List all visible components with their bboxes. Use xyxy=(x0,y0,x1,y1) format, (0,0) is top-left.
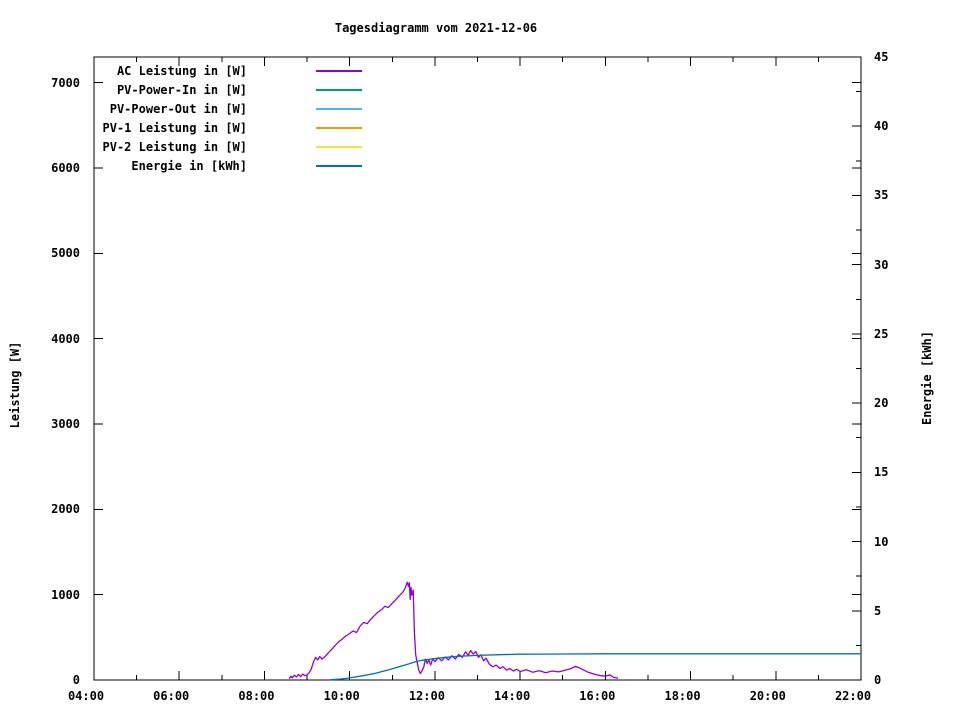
x-tick-label: 04:00 xyxy=(67,689,105,703)
y2-tick-label: 40 xyxy=(874,119,889,134)
y1-tick-label: 3000 xyxy=(51,416,80,431)
y2-tick-label: 45 xyxy=(874,50,889,64)
series-energie-in-kwh- xyxy=(330,653,861,681)
y2-tick-label: 35 xyxy=(874,188,889,203)
legend-line-swatch xyxy=(316,70,362,72)
y2-tick-label: 5 xyxy=(874,603,882,618)
x-tick-label: 08:00 xyxy=(238,689,275,703)
y2-tick-label: 25 xyxy=(874,326,889,341)
y2-tick-label: 15 xyxy=(874,465,889,480)
legend-label: PV-Power-In in [W] xyxy=(116,83,247,97)
y1-tick-label: 7000 xyxy=(51,75,80,90)
legend-line-swatch xyxy=(316,127,362,129)
y1-tick-label: 6000 xyxy=(51,160,80,175)
x-tick-label: 16:00 xyxy=(579,689,616,703)
legend-label: AC Leistung in [W] xyxy=(116,64,247,78)
legend-line-swatch xyxy=(316,89,362,91)
x-tick-label: 06:00 xyxy=(153,689,190,703)
chart-title: Tagesdiagramm vom 2021-12-06 xyxy=(334,21,538,35)
y1-tick-label: 0 xyxy=(72,673,80,687)
x-tick-label: 10:00 xyxy=(323,689,360,703)
y1-tick-label: 2000 xyxy=(51,502,80,517)
legend-label: Energie in [kWh] xyxy=(131,159,247,173)
x-tick-label: 20:00 xyxy=(749,689,786,703)
legend-line-swatch xyxy=(316,165,362,167)
x-tick-label: 14:00 xyxy=(494,689,531,703)
legend-line-swatch xyxy=(316,108,362,110)
y2-axis-title: Energie [kWh] xyxy=(920,331,934,425)
y2-tick-label: 30 xyxy=(874,257,889,272)
y2-tick-label: 20 xyxy=(874,396,889,411)
y1-tick-label: 4000 xyxy=(51,331,80,346)
y1-tick-label: 5000 xyxy=(51,246,80,261)
x-tick-label: 22:00 xyxy=(834,689,872,703)
legend-label: PV-2 Leistung in [W] xyxy=(102,140,248,154)
series-ac-leistung-in-w- xyxy=(288,581,619,680)
x-tick-label: 12:00 xyxy=(408,689,445,703)
x-tick-label: 18:00 xyxy=(664,689,701,703)
legend-label: PV-Power-Out in [W] xyxy=(109,102,247,116)
y2-tick-label: 0 xyxy=(874,673,882,687)
y1-axis-title: Leistung [W] xyxy=(8,341,22,429)
legend-line-swatch xyxy=(316,146,362,148)
y1-tick-label: 1000 xyxy=(51,587,80,602)
y2-tick-label: 10 xyxy=(874,534,889,549)
legend-label: PV-1 Leistung in [W] xyxy=(102,121,248,135)
